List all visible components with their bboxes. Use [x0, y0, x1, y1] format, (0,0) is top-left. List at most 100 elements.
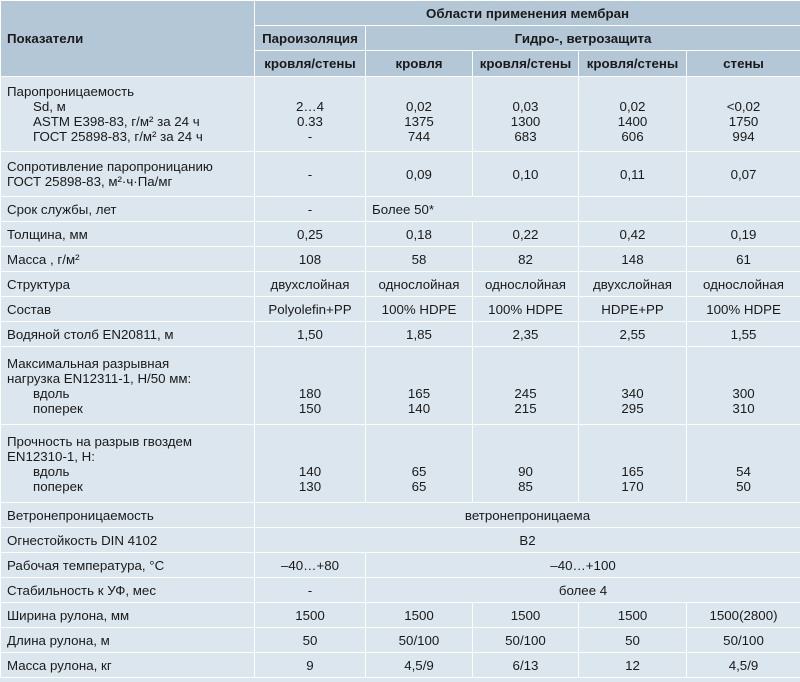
- table-cell: двухслойная: [254, 271, 366, 297]
- table-cell: 100% HDPE: [472, 296, 579, 322]
- table-cell: двухслойная: [578, 271, 687, 297]
- table-cell: 50: [578, 627, 687, 653]
- row-label-thickness: Толщина, мм: [0, 221, 255, 247]
- table-row: Прочность на разрыв гвоздем EN12310-1, Н…: [0, 424, 800, 503]
- table-cell: 6/13: [472, 652, 579, 678]
- row-label-roll-mass: Масса рулона, кг: [0, 652, 255, 678]
- table-cell: 1500: [472, 602, 579, 628]
- table-row: Ветронепроницаемость ветронепроницаема: [0, 502, 800, 528]
- table-cell: 1500: [254, 602, 366, 628]
- table-cell: 82: [472, 246, 579, 272]
- table-cell: 1,50: [254, 321, 366, 347]
- table-row: Состав Polyolefin+PP 100% HDPE 100% HDPE…: [0, 296, 800, 322]
- table-cell: 100% HDPE: [365, 296, 473, 322]
- table-cell: 0,18: [365, 221, 473, 247]
- table-cell: 148: [578, 246, 687, 272]
- table-row: Масса , г/м² 108 58 82 148 61: [0, 246, 800, 272]
- table-cell: 50/100: [472, 627, 579, 653]
- header-areas: Области применения мембран: [253, 0, 800, 26]
- table-cell: 65 65: [365, 424, 473, 503]
- table-cell: 90 85: [472, 424, 579, 503]
- row-label-temp: Рабочая температура, °С: [0, 552, 255, 578]
- table-cell: 300 310: [685, 346, 800, 425]
- table-cell: 0,02 1375 744: [365, 76, 473, 152]
- table-cell: 2,35: [472, 321, 579, 347]
- table-cell: 0,02 1400 606: [578, 76, 687, 152]
- subheader-col-5: стены: [685, 50, 800, 77]
- row-sub-labels: Sd, м ASTM E398-83, г/м² за 24 ч ГОСТ 25…: [33, 99, 203, 144]
- row-label-resistance: Сопротивление паропроницанию ГОСТ 25898-…: [0, 151, 255, 197]
- table-row: Огнестойкость DIN 4102 B2: [0, 527, 800, 553]
- table-cell: ветронепроницаема: [253, 502, 800, 528]
- table-cell: -: [254, 151, 366, 197]
- table-row: Водяной столб EN20811, м 1,50 1,85 2,35 …: [0, 321, 800, 347]
- header-hydro-wind: Гидро-, ветрозащита: [364, 25, 800, 51]
- table-row: Максимальная разрывная нагрузка EN12311-…: [0, 346, 800, 425]
- table-row: Толщина, мм 0,25 0,18 0,22 0,42 0,19: [0, 221, 800, 247]
- table-cell: 1500: [578, 602, 687, 628]
- table-cell: [685, 196, 800, 222]
- table-cell: 165 140: [365, 346, 473, 425]
- row-label-length: Длина рулона, м: [0, 627, 255, 653]
- table-cell: B2: [253, 527, 800, 553]
- row-label-fire: Огнестойкость DIN 4102: [0, 527, 255, 553]
- table-cell: 4,5/9: [365, 652, 473, 678]
- table-cell: 50: [254, 627, 366, 653]
- table-row: Стабильность к УФ, мес - более 4: [0, 577, 800, 603]
- table-row: Рабочая температура, °С –40…+80 –40…+100: [0, 552, 800, 578]
- row-label-uv: Стабильность к УФ, мес: [0, 577, 255, 603]
- table-row: Паропроницаемость Sd, м ASTM E398-83, г/…: [0, 76, 800, 152]
- table-cell: [578, 196, 687, 222]
- table-cell: 2…4 0.33 -: [254, 76, 366, 152]
- table-cell: 9: [254, 652, 366, 678]
- table-cell: 54 50: [685, 424, 800, 503]
- row-title: Паропроницаемость: [7, 84, 135, 99]
- table-cell: 50/100: [365, 627, 473, 653]
- table-cell: 108: [254, 246, 366, 272]
- row-sub-labels: вдоль поперек: [33, 385, 83, 416]
- table-row: Масса рулона, кг 9 4,5/9 6/13 12 4,5/9: [0, 652, 800, 678]
- table-cell: 0,19: [685, 221, 800, 247]
- table-cell: –40…+100: [364, 552, 800, 578]
- table-cell: -: [254, 577, 366, 603]
- row-label-service: Срок службы, лет: [0, 196, 255, 222]
- subheader-col-3: кровля/стены: [472, 50, 579, 77]
- subheader-col-1: кровля/стены: [254, 50, 366, 77]
- row-label-wind: Ветронепроницаемость: [0, 502, 255, 528]
- table-cell: Более 50*: [365, 196, 473, 222]
- table-row: Длина рулона, м 50 50/100 50/100 50 50/1…: [0, 627, 800, 653]
- table-cell: 140 130: [254, 424, 366, 503]
- table-cell: 0,07: [685, 151, 800, 197]
- table-cell: 0,10: [472, 151, 579, 197]
- row-label-tensile: Максимальная разрывная нагрузка EN12311-…: [0, 346, 255, 425]
- table-cell: 12: [578, 652, 687, 678]
- table-cell: однослойная: [365, 271, 473, 297]
- table-cell: 1500(2800): [685, 602, 800, 628]
- table-cell: Polyolefin+PP: [254, 296, 366, 322]
- table-cell: более 4: [364, 577, 800, 603]
- table-cell: однослойная: [685, 271, 800, 297]
- row-title: Максимальная разрывная нагрузка EN12311-…: [7, 355, 192, 386]
- header-vapor-barrier: Пароизоляция: [254, 25, 366, 51]
- table-cell: 1500: [365, 602, 473, 628]
- table-cell: 2,55: [578, 321, 687, 347]
- table-cell: 0,22: [472, 221, 579, 247]
- table-cell: <0,02 1750 994: [685, 76, 800, 152]
- table-cell: 165 170: [578, 424, 687, 503]
- table-cell: –40…+80: [254, 552, 366, 578]
- table-cell: 4,5/9: [685, 652, 800, 678]
- row-label-structure: Структура: [0, 271, 255, 297]
- row-sub-labels: вдоль поперек: [33, 463, 83, 494]
- table-cell: 1,55: [685, 321, 800, 347]
- row-label-water: Водяной столб EN20811, м: [0, 321, 255, 347]
- table-cell: 1,85: [365, 321, 473, 347]
- row-label-width: Ширина рулона, мм: [0, 602, 255, 628]
- table-cell: 0,42: [578, 221, 687, 247]
- row-label-composition: Состав: [0, 296, 255, 322]
- row-title: Прочность на разрыв гвоздем EN12310-1, Н…: [7, 433, 193, 464]
- table-cell: 0,11: [578, 151, 687, 197]
- table-cell: однослойная: [472, 271, 579, 297]
- table-cell: -: [254, 196, 366, 222]
- table-cell: 180 150: [254, 346, 366, 425]
